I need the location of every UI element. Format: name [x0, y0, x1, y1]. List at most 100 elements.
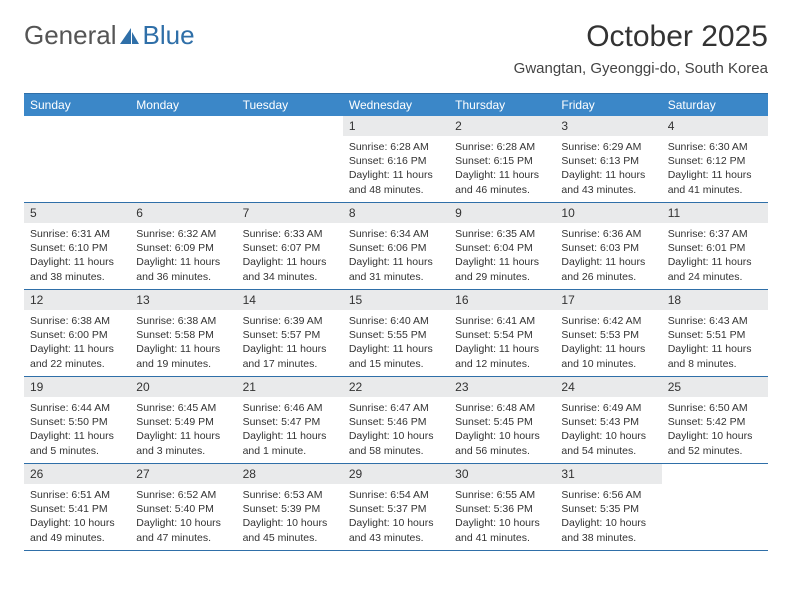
- sunrise-text: Sunrise: 6:50 AM: [668, 401, 762, 415]
- day-details: Sunrise: 6:42 AMSunset: 5:53 PMDaylight:…: [555, 310, 661, 375]
- day-number: [237, 116, 343, 122]
- calendar-cell: 2Sunrise: 6:28 AMSunset: 6:15 PMDaylight…: [449, 116, 555, 202]
- sunset-text: Sunset: 6:07 PM: [243, 241, 337, 255]
- daylight-text: Daylight: 10 hours and 45 minutes.: [243, 516, 337, 544]
- title-block: October 2025 Gwangtan, Gyeonggi-do, Sout…: [514, 20, 768, 77]
- day-number: 7: [237, 203, 343, 223]
- day-details: Sunrise: 6:53 AMSunset: 5:39 PMDaylight:…: [237, 484, 343, 549]
- day-number: 16: [449, 290, 555, 310]
- sunrise-text: Sunrise: 6:38 AM: [136, 314, 230, 328]
- day-details: Sunrise: 6:50 AMSunset: 5:42 PMDaylight:…: [662, 397, 768, 462]
- day-number: 14: [237, 290, 343, 310]
- calendar-cell: 24Sunrise: 6:49 AMSunset: 5:43 PMDayligh…: [555, 377, 661, 463]
- sunrise-text: Sunrise: 6:31 AM: [30, 227, 124, 241]
- calendar-cell: 3Sunrise: 6:29 AMSunset: 6:13 PMDaylight…: [555, 116, 661, 202]
- sunrise-text: Sunrise: 6:34 AM: [349, 227, 443, 241]
- sunrise-text: Sunrise: 6:38 AM: [30, 314, 124, 328]
- day-details: Sunrise: 6:49 AMSunset: 5:43 PMDaylight:…: [555, 397, 661, 462]
- calendar-cell: 11Sunrise: 6:37 AMSunset: 6:01 PMDayligh…: [662, 203, 768, 289]
- day-details: Sunrise: 6:56 AMSunset: 5:35 PMDaylight:…: [555, 484, 661, 549]
- sunset-text: Sunset: 6:00 PM: [30, 328, 124, 342]
- daylight-text: Daylight: 11 hours and 48 minutes.: [349, 168, 443, 196]
- sunset-text: Sunset: 5:39 PM: [243, 502, 337, 516]
- sunset-text: Sunset: 5:45 PM: [455, 415, 549, 429]
- calendar-cell: 5Sunrise: 6:31 AMSunset: 6:10 PMDaylight…: [24, 203, 130, 289]
- day-number: 6: [130, 203, 236, 223]
- sunset-text: Sunset: 6:10 PM: [30, 241, 124, 255]
- day-details: Sunrise: 6:33 AMSunset: 6:07 PMDaylight:…: [237, 223, 343, 288]
- sunset-text: Sunset: 5:40 PM: [136, 502, 230, 516]
- sunrise-text: Sunrise: 6:56 AM: [561, 488, 655, 502]
- day-number: 20: [130, 377, 236, 397]
- daylight-text: Daylight: 10 hours and 54 minutes.: [561, 429, 655, 457]
- sunrise-text: Sunrise: 6:43 AM: [668, 314, 762, 328]
- sunset-text: Sunset: 6:16 PM: [349, 154, 443, 168]
- sunrise-text: Sunrise: 6:49 AM: [561, 401, 655, 415]
- daylight-text: Daylight: 11 hours and 19 minutes.: [136, 342, 230, 370]
- sunrise-text: Sunrise: 6:36 AM: [561, 227, 655, 241]
- day-header: Monday: [130, 94, 236, 116]
- calendar-cell: 19Sunrise: 6:44 AMSunset: 5:50 PMDayligh…: [24, 377, 130, 463]
- day-number: 10: [555, 203, 661, 223]
- sunrise-text: Sunrise: 6:35 AM: [455, 227, 549, 241]
- day-header: Sunday: [24, 94, 130, 116]
- calendar-cell: 26Sunrise: 6:51 AMSunset: 5:41 PMDayligh…: [24, 464, 130, 550]
- day-number: 15: [343, 290, 449, 310]
- calendar-cell: 25Sunrise: 6:50 AMSunset: 5:42 PMDayligh…: [662, 377, 768, 463]
- calendar-cell: 15Sunrise: 6:40 AMSunset: 5:55 PMDayligh…: [343, 290, 449, 376]
- day-number: 12: [24, 290, 130, 310]
- logo: General Blue: [24, 20, 195, 51]
- day-number: 9: [449, 203, 555, 223]
- calendar-cell: 8Sunrise: 6:34 AMSunset: 6:06 PMDaylight…: [343, 203, 449, 289]
- sunset-text: Sunset: 6:01 PM: [668, 241, 762, 255]
- daylight-text: Daylight: 10 hours and 58 minutes.: [349, 429, 443, 457]
- sunrise-text: Sunrise: 6:44 AM: [30, 401, 124, 415]
- calendar-cell: 12Sunrise: 6:38 AMSunset: 6:00 PMDayligh…: [24, 290, 130, 376]
- day-number: 19: [24, 377, 130, 397]
- day-header-row: Sunday Monday Tuesday Wednesday Thursday…: [24, 94, 768, 116]
- sunset-text: Sunset: 6:06 PM: [349, 241, 443, 255]
- daylight-text: Daylight: 11 hours and 26 minutes.: [561, 255, 655, 283]
- sunrise-text: Sunrise: 6:51 AM: [30, 488, 124, 502]
- day-details: Sunrise: 6:38 AMSunset: 6:00 PMDaylight:…: [24, 310, 130, 375]
- day-number: 8: [343, 203, 449, 223]
- sunrise-text: Sunrise: 6:37 AM: [668, 227, 762, 241]
- sunset-text: Sunset: 6:12 PM: [668, 154, 762, 168]
- daylight-text: Daylight: 10 hours and 56 minutes.: [455, 429, 549, 457]
- calendar-cell: 30Sunrise: 6:55 AMSunset: 5:36 PMDayligh…: [449, 464, 555, 550]
- daylight-text: Daylight: 11 hours and 29 minutes.: [455, 255, 549, 283]
- sunset-text: Sunset: 5:47 PM: [243, 415, 337, 429]
- daylight-text: Daylight: 11 hours and 12 minutes.: [455, 342, 549, 370]
- day-number: 5: [24, 203, 130, 223]
- calendar-cell: 14Sunrise: 6:39 AMSunset: 5:57 PMDayligh…: [237, 290, 343, 376]
- day-number: 17: [555, 290, 661, 310]
- day-number: 21: [237, 377, 343, 397]
- day-header: Thursday: [449, 94, 555, 116]
- calendar-cell: 17Sunrise: 6:42 AMSunset: 5:53 PMDayligh…: [555, 290, 661, 376]
- day-details: Sunrise: 6:38 AMSunset: 5:58 PMDaylight:…: [130, 310, 236, 375]
- sunset-text: Sunset: 6:03 PM: [561, 241, 655, 255]
- day-number: 25: [662, 377, 768, 397]
- day-details: Sunrise: 6:39 AMSunset: 5:57 PMDaylight:…: [237, 310, 343, 375]
- calendar-cell: 21Sunrise: 6:46 AMSunset: 5:47 PMDayligh…: [237, 377, 343, 463]
- day-details: Sunrise: 6:28 AMSunset: 6:15 PMDaylight:…: [449, 136, 555, 201]
- sunset-text: Sunset: 5:46 PM: [349, 415, 443, 429]
- calendar-cell: 31Sunrise: 6:56 AMSunset: 5:35 PMDayligh…: [555, 464, 661, 550]
- sunset-text: Sunset: 5:49 PM: [136, 415, 230, 429]
- day-number: 11: [662, 203, 768, 223]
- day-number: 27: [130, 464, 236, 484]
- sunset-text: Sunset: 5:36 PM: [455, 502, 549, 516]
- week-row: 26Sunrise: 6:51 AMSunset: 5:41 PMDayligh…: [24, 464, 768, 551]
- calendar-cell: 27Sunrise: 6:52 AMSunset: 5:40 PMDayligh…: [130, 464, 236, 550]
- day-details: Sunrise: 6:31 AMSunset: 6:10 PMDaylight:…: [24, 223, 130, 288]
- calendar-cell: 18Sunrise: 6:43 AMSunset: 5:51 PMDayligh…: [662, 290, 768, 376]
- daylight-text: Daylight: 10 hours and 49 minutes.: [30, 516, 124, 544]
- day-details: Sunrise: 6:51 AMSunset: 5:41 PMDaylight:…: [24, 484, 130, 549]
- day-number: 23: [449, 377, 555, 397]
- sunrise-text: Sunrise: 6:28 AM: [349, 140, 443, 154]
- sunrise-text: Sunrise: 6:45 AM: [136, 401, 230, 415]
- day-details: Sunrise: 6:47 AMSunset: 5:46 PMDaylight:…: [343, 397, 449, 462]
- calendar-cell: 23Sunrise: 6:48 AMSunset: 5:45 PMDayligh…: [449, 377, 555, 463]
- day-number: 29: [343, 464, 449, 484]
- day-details: Sunrise: 6:28 AMSunset: 6:16 PMDaylight:…: [343, 136, 449, 201]
